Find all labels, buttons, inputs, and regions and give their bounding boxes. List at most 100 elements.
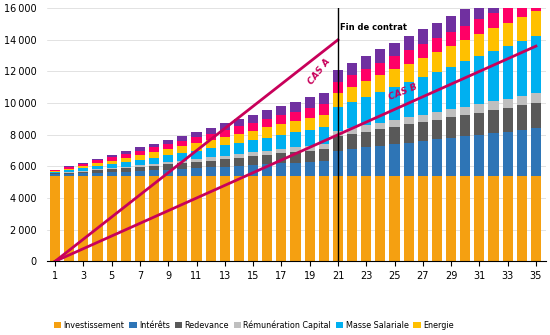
Bar <box>347 102 357 128</box>
Bar <box>107 155 117 157</box>
Bar <box>531 11 541 36</box>
Bar <box>375 176 386 261</box>
Bar <box>135 176 145 261</box>
Bar <box>92 160 103 163</box>
Bar <box>135 147 145 150</box>
Bar <box>361 56 371 69</box>
Bar <box>347 87 357 102</box>
Bar <box>50 172 60 173</box>
Bar <box>248 140 258 152</box>
Bar <box>488 101 499 110</box>
Bar <box>361 132 371 147</box>
Bar <box>290 121 301 132</box>
Bar <box>64 166 74 169</box>
Bar <box>121 166 131 168</box>
Bar <box>50 174 60 176</box>
Bar <box>432 176 442 261</box>
Bar <box>220 130 230 137</box>
Bar <box>64 171 74 172</box>
Bar <box>177 136 188 141</box>
Bar <box>389 43 400 56</box>
Bar <box>531 176 541 261</box>
Bar <box>248 131 258 140</box>
Bar <box>432 120 442 139</box>
Bar <box>333 70 343 82</box>
Bar <box>347 176 357 261</box>
Bar <box>206 160 216 167</box>
Bar <box>375 63 386 75</box>
Bar <box>276 106 287 115</box>
Bar <box>417 176 428 261</box>
Bar <box>488 28 499 51</box>
Bar <box>446 117 456 138</box>
Bar <box>333 93 343 107</box>
Bar <box>318 115 329 127</box>
Bar <box>446 109 456 117</box>
Bar <box>121 168 131 172</box>
Bar <box>220 166 230 176</box>
Bar <box>248 152 258 156</box>
Bar <box>347 128 357 134</box>
Bar <box>488 13 499 28</box>
Bar <box>177 163 188 169</box>
Bar <box>460 115 470 136</box>
Bar <box>149 170 159 176</box>
Bar <box>177 146 188 153</box>
Text: Fin de contrat: Fin de contrat <box>340 23 407 32</box>
Bar <box>446 67 456 109</box>
Bar <box>305 176 315 261</box>
Bar <box>234 126 244 134</box>
Bar <box>503 7 513 22</box>
Bar <box>446 176 456 261</box>
Bar <box>107 164 117 168</box>
Bar <box>50 173 60 174</box>
Bar <box>276 135 287 149</box>
Bar <box>503 98 513 108</box>
Bar <box>389 69 400 87</box>
Bar <box>78 166 89 169</box>
Bar <box>135 160 145 165</box>
Bar <box>107 170 117 172</box>
Bar <box>163 144 173 149</box>
Bar <box>206 176 216 261</box>
Bar <box>191 150 202 159</box>
Bar <box>262 155 272 164</box>
Bar <box>446 138 456 176</box>
Bar <box>389 120 400 127</box>
Bar <box>404 143 414 176</box>
Bar <box>78 169 89 171</box>
Bar <box>488 176 499 261</box>
Bar <box>318 161 329 176</box>
Bar <box>531 128 541 176</box>
Bar <box>460 40 470 62</box>
Bar <box>474 56 485 104</box>
Bar <box>290 162 301 176</box>
Bar <box>135 171 145 176</box>
Text: CAS A: CAS A <box>307 57 333 86</box>
Bar <box>177 153 188 160</box>
Bar <box>389 144 400 176</box>
Bar <box>361 81 371 97</box>
Bar <box>206 134 216 140</box>
Bar <box>248 176 258 261</box>
Bar <box>206 148 216 157</box>
Bar <box>220 123 230 130</box>
Bar <box>460 107 470 115</box>
Bar <box>417 58 428 77</box>
Bar <box>417 44 428 58</box>
Bar <box>404 36 414 50</box>
Bar <box>92 169 103 171</box>
Bar <box>318 127 329 144</box>
Bar <box>417 77 428 115</box>
Bar <box>64 169 74 171</box>
Bar <box>290 176 301 261</box>
Bar <box>220 156 230 159</box>
Bar <box>432 72 442 112</box>
Bar <box>474 3 485 19</box>
Bar <box>78 162 89 163</box>
Bar <box>262 151 272 155</box>
Bar <box>305 108 315 118</box>
Bar <box>163 155 173 162</box>
Bar <box>121 151 131 154</box>
Bar <box>361 97 371 125</box>
